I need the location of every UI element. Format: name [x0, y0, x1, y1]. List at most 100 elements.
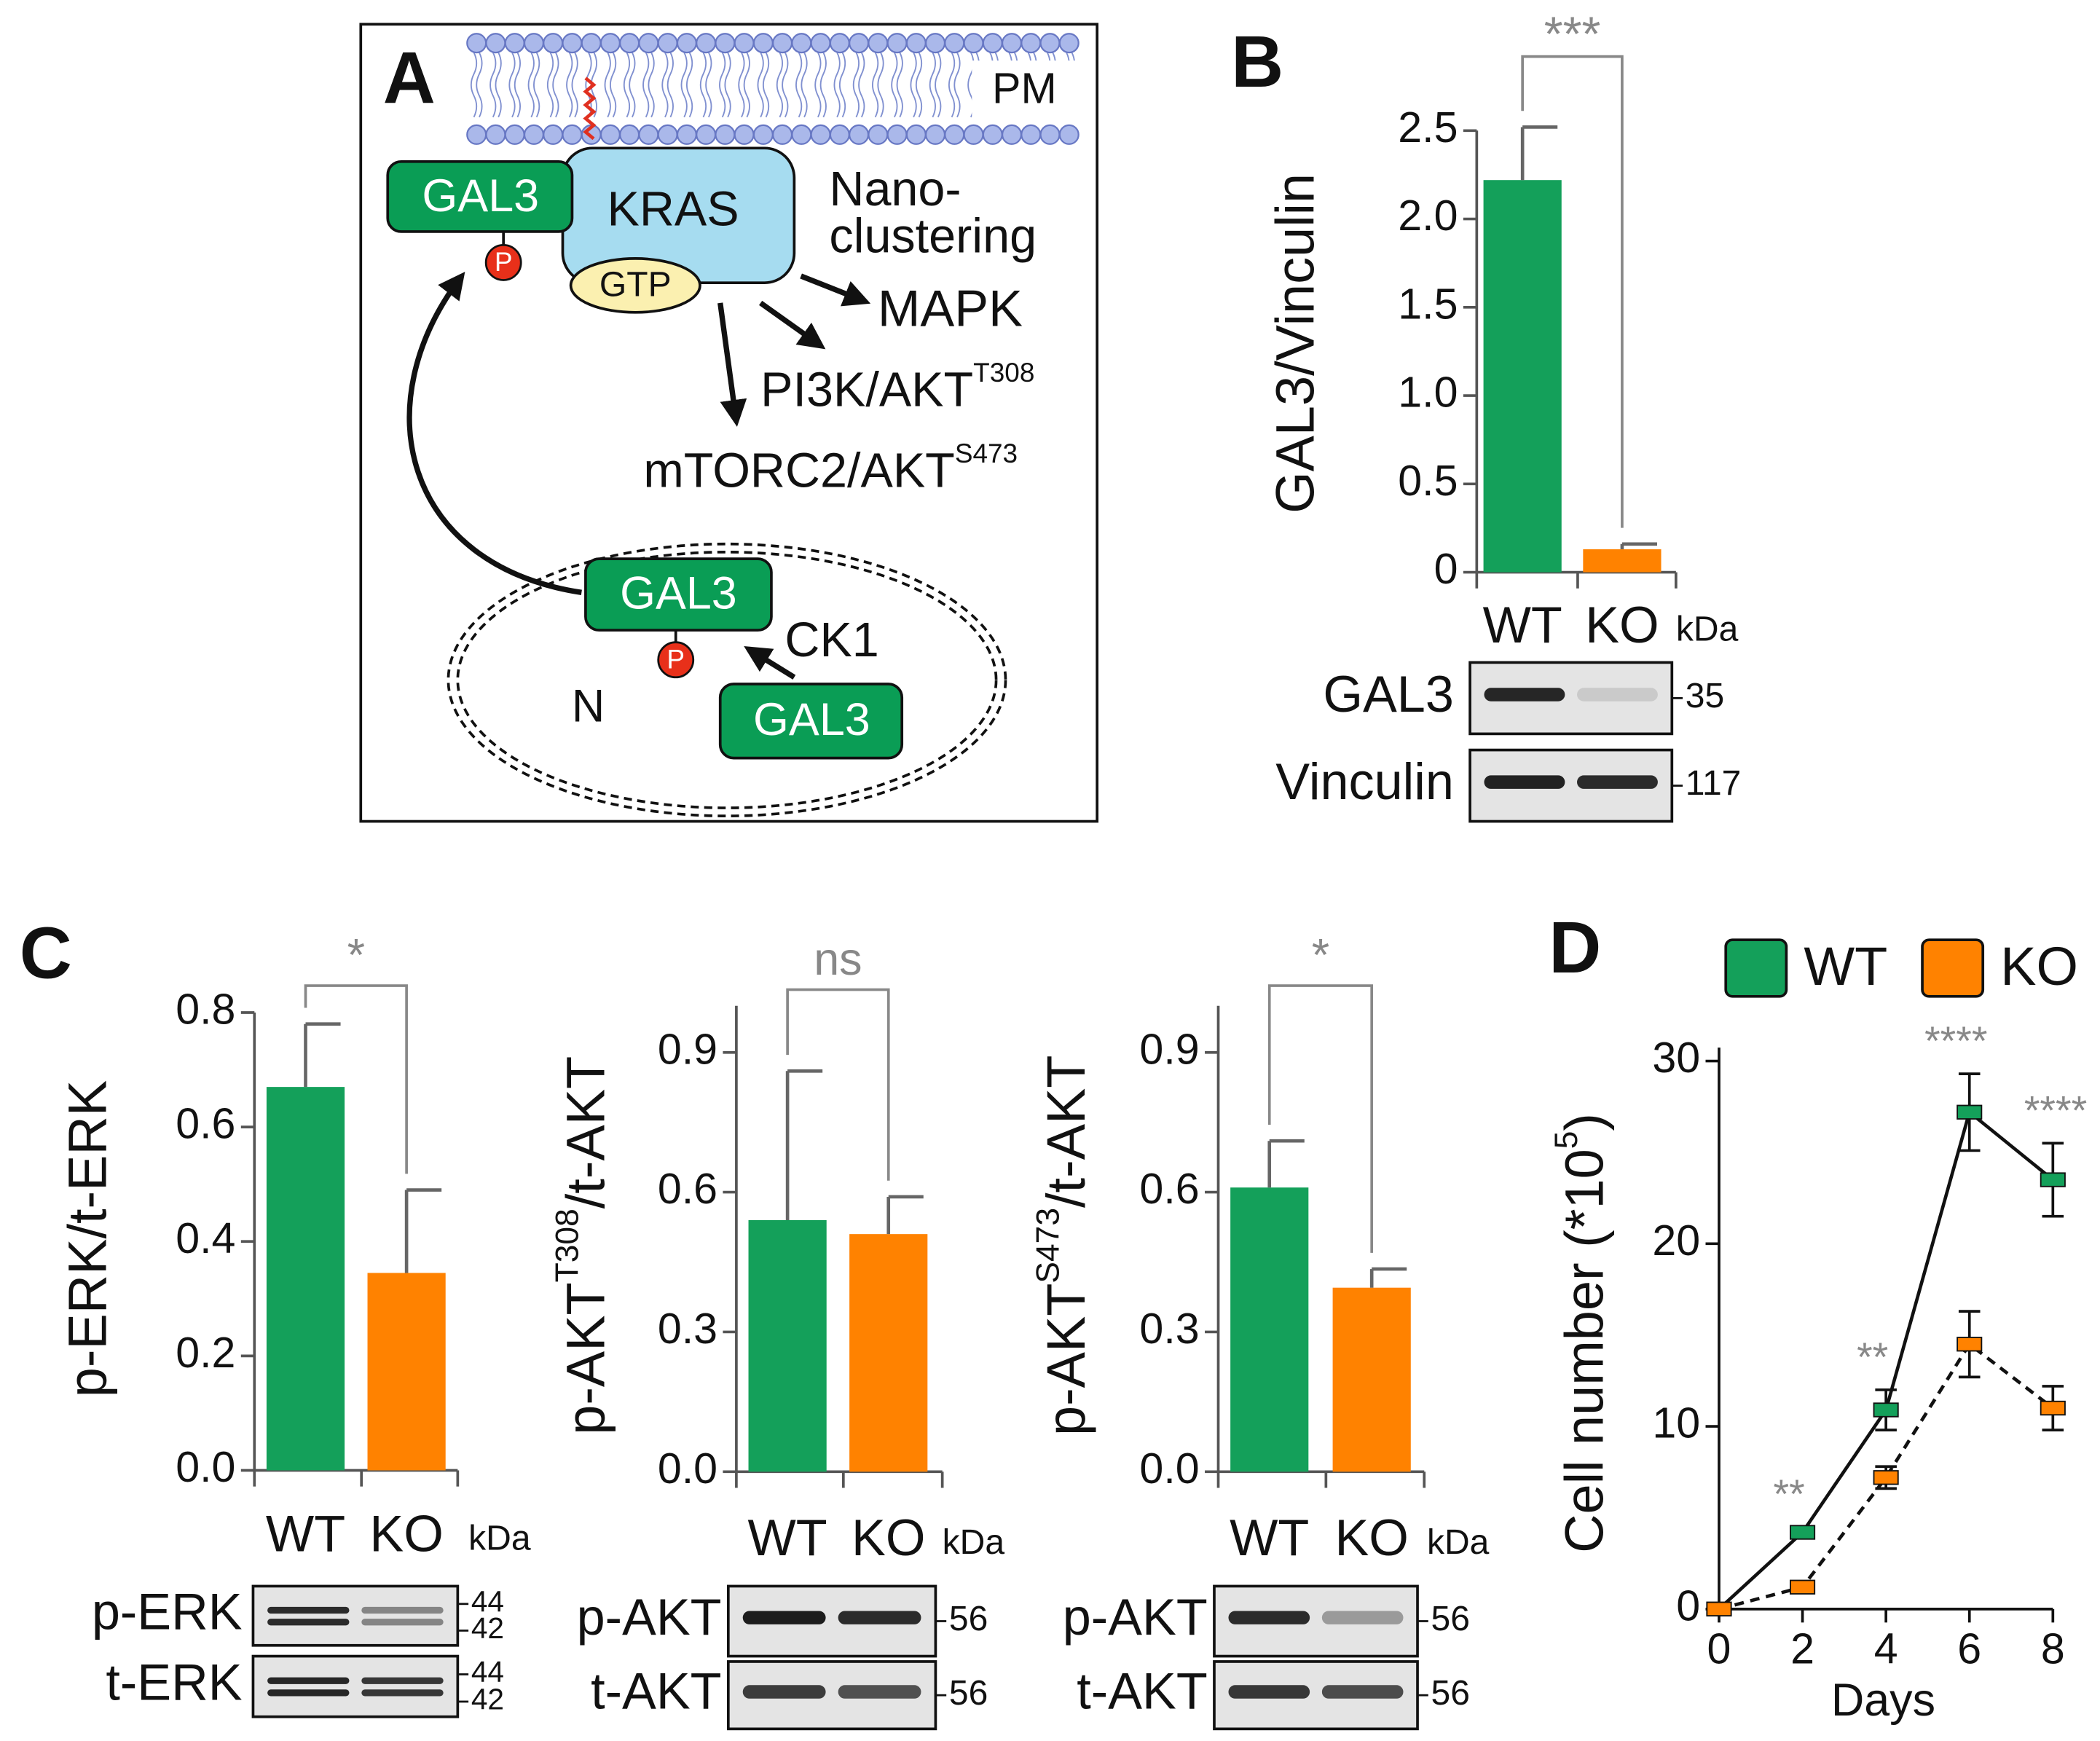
- y-tick-label: 0.6: [176, 1099, 235, 1148]
- lipid-head: [963, 33, 984, 54]
- lipid-tail: [623, 52, 636, 118]
- blot-band: [838, 1685, 921, 1699]
- gtp-ellipse: [569, 257, 701, 314]
- lipid-head: [982, 124, 1003, 145]
- lipid-tail: [680, 52, 693, 118]
- x-tick-label: WT: [1483, 596, 1562, 653]
- significance-bracket: [786, 988, 890, 1181]
- blot-band: [838, 1611, 921, 1624]
- blot-row-label: Vinculin: [1275, 752, 1454, 810]
- lipid-head: [543, 124, 564, 145]
- blot-band: [1321, 1685, 1404, 1699]
- y-tick-label: 2.0: [1398, 191, 1458, 240]
- lipid-head: [599, 124, 621, 145]
- blot-row-label: GAL3: [1323, 665, 1454, 723]
- point: [1957, 1104, 1983, 1120]
- clustering-label: clustering: [829, 210, 1037, 264]
- mtorc2-text: mTORC2/AKT: [643, 444, 954, 498]
- lipid-head: [734, 33, 755, 54]
- y-tick-label: 0.9: [1139, 1024, 1199, 1073]
- lipid-head: [752, 124, 774, 145]
- lipid-head: [466, 33, 487, 54]
- x-tick-label: KO: [852, 1509, 925, 1566]
- lipid-tail: [948, 52, 961, 118]
- lipid-head: [829, 33, 850, 54]
- x-tick-label: 4: [1874, 1624, 1898, 1673]
- point: [1706, 1601, 1732, 1617]
- lipid-tail: [814, 52, 827, 118]
- arrow: [717, 302, 747, 427]
- point: [1790, 1525, 1816, 1540]
- significance-label: ****: [1924, 1018, 1987, 1064]
- y-tick-label: 30: [1652, 1033, 1700, 1082]
- lipid-head: [676, 33, 697, 54]
- significance-label: **: [1857, 1335, 1888, 1380]
- lipid-head: [619, 124, 640, 145]
- lipid-head: [485, 33, 506, 54]
- blot-row-label: p-AKT: [577, 1588, 722, 1646]
- lipid-head: [905, 124, 927, 145]
- bar: [748, 1219, 827, 1472]
- y-tick-label: 0.0: [658, 1444, 717, 1493]
- point: [1790, 1579, 1816, 1595]
- y-axis-label: p-AKTT308/t-AKT: [549, 1056, 616, 1435]
- lipid-head: [944, 33, 965, 54]
- lipid-tail: [546, 52, 559, 118]
- y-tick-label: 0.5: [1398, 456, 1458, 505]
- lipid-head: [581, 33, 602, 54]
- x-tick-label: 6: [1957, 1624, 1981, 1673]
- kda-unit: kDa: [943, 1523, 1005, 1562]
- y-tick-label: 1.5: [1398, 279, 1458, 328]
- lipid-tail: [872, 52, 884, 118]
- bar: [367, 1273, 446, 1471]
- kda-unit: kDa: [1676, 610, 1739, 649]
- blot-band: [1577, 775, 1658, 789]
- phospho-circle: [657, 641, 695, 679]
- x-tick-label: WT: [1230, 1509, 1309, 1566]
- gal3-box: [386, 160, 574, 233]
- blot-row-label: t-ERK: [106, 1654, 242, 1711]
- significance-label: ****: [2024, 1088, 2087, 1133]
- blot-band: [742, 1685, 826, 1699]
- lipid-head: [772, 33, 793, 54]
- y-tick-label: 0.4: [176, 1214, 235, 1262]
- lipid-tail: [661, 52, 674, 118]
- x-tick-label: 2: [1790, 1624, 1814, 1673]
- point: [1873, 1402, 1899, 1418]
- significance-bracket: [1267, 984, 1374, 1253]
- y-axis-label-sup: 5: [1549, 1131, 1584, 1149]
- x-axis-label: Days: [1831, 1675, 1935, 1726]
- y-axis-label: GAL3/Vinculin: [1265, 173, 1325, 514]
- marker-label: 35: [1686, 677, 1724, 715]
- blot-band: [267, 1689, 350, 1697]
- lipid-head: [523, 33, 544, 54]
- y-tick-label: 0.8: [176, 985, 235, 1034]
- y-axis-label-end: ): [1554, 1113, 1614, 1131]
- blot-row-label: p-ERK: [92, 1583, 243, 1640]
- lipid-head: [562, 124, 583, 145]
- point: [2040, 1172, 2066, 1187]
- blot-band: [361, 1619, 444, 1626]
- y-axis-label-end: /t-AKT: [555, 1056, 616, 1209]
- gal3-box: [718, 683, 904, 760]
- series-line: [1718, 1341, 2054, 1611]
- nucleus-outer: [447, 542, 1007, 817]
- lipid-head: [849, 124, 870, 145]
- significance-label: **: [1774, 1471, 1805, 1517]
- pm-label: PM: [992, 63, 1057, 112]
- mapk-label: MAPK: [878, 279, 1023, 337]
- gtp-label: GTP: [599, 265, 672, 304]
- y-axis-label-end: /t-AKT: [1036, 1056, 1096, 1208]
- y-tick-label: 0.0: [1139, 1444, 1199, 1493]
- bar: [1230, 1187, 1309, 1472]
- lipid-tail: [891, 52, 903, 118]
- significance-label: ***: [1544, 7, 1601, 61]
- lipid-head: [810, 124, 831, 145]
- ck1-label: CK1: [784, 613, 878, 667]
- y-axis-label: p-ERK/t-ERK: [57, 1080, 117, 1397]
- marker-label: 56: [949, 1674, 988, 1713]
- nucleus-inner: [456, 551, 998, 809]
- lipid-tail: [508, 52, 522, 118]
